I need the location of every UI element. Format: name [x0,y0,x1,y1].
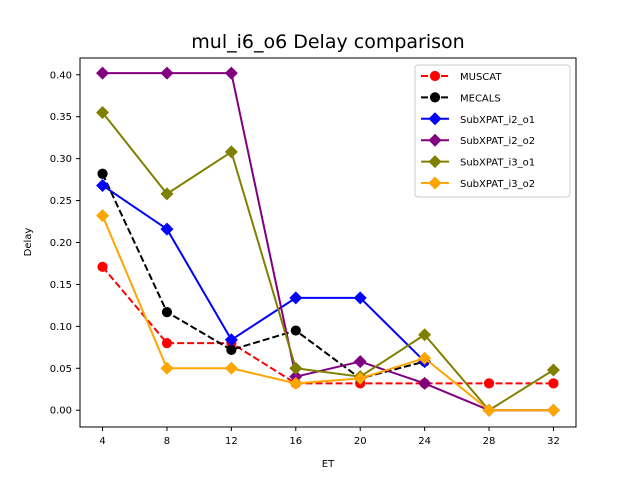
legend-label: SubXPAT_i3_o2 [460,179,535,190]
data-point [546,363,560,377]
series-line [102,72,554,412]
data-point [418,351,432,365]
data-point [160,222,174,236]
data-point [483,378,495,389]
data-point [353,291,367,305]
legend-marker [428,176,442,190]
data-point [97,261,108,272]
legend-item: SubXPAT_i2_o2 [421,133,535,147]
x-tick-label: 8 [164,436,170,447]
data-point [97,168,108,179]
y-tick-label: 0.40 [50,70,72,81]
x-tick-label: 12 [225,436,238,447]
y-tick-label: 0.00 [50,406,72,417]
data-point [290,325,301,336]
series-SubXPAT_i3_o2 [96,209,560,417]
legend-item: SubXPAT_i3_o2 [421,176,535,190]
data-point [353,371,367,385]
data-point [160,66,174,80]
legend-label: MECALS [460,93,501,104]
data-point [418,328,432,342]
legend-label: SubXPAT_i2_o1 [460,115,535,126]
chart-title: mul_i6_o6 Delay comparison [191,31,464,53]
data-point [418,376,432,390]
data-point [289,376,303,390]
legend-marker [429,70,441,82]
y-tick-label: 0.25 [50,196,72,207]
y-tick-label: 0.15 [50,280,72,291]
data-point [224,145,238,159]
x-tick-label: 28 [483,436,496,447]
legend-box [414,64,571,198]
data-point [482,403,496,417]
y-tick-label: 0.30 [50,154,72,165]
data-point [226,344,237,355]
y-tick-label: 0.05 [50,364,72,375]
legend-marker [428,155,442,169]
data-point [96,66,110,80]
data-point [289,361,303,375]
x-tick-label: 16 [289,436,302,447]
x-tick-label: 24 [418,436,431,447]
x-tick-label: 32 [547,436,560,447]
data-point [548,378,559,389]
data-point [161,338,173,349]
data-point [289,291,303,305]
plot-series [96,66,560,417]
data-point [224,361,238,375]
x-tick-label: 4 [99,436,105,447]
data-point [96,106,110,120]
y-tick-label: 0.20 [50,238,72,249]
legend-marker [428,112,442,126]
y-axis-label: Delay [23,228,34,257]
data-point [96,209,110,223]
y-tick-label: 0.35 [50,112,72,123]
legend-marker [429,92,441,103]
data-point [161,307,173,318]
series-line [101,215,554,412]
x-axis-label: ET [322,459,335,470]
legend-item: MUSCAT [421,70,502,83]
legend-item: SubXPAT_i3_o1 [421,155,535,169]
data-point [224,66,238,80]
y-axis: 0.00 0.05 0.10 0.15 0.20 0.25 0.30 0.35 0.40 [50,70,80,417]
series-line [101,266,554,385]
legend-item: MECALS [421,92,501,104]
series-line [101,184,426,363]
legend-label: SubXPAT_i2_o2 [460,136,535,147]
series-line [101,111,554,412]
legend-label: MUSCAT [460,72,502,83]
legend: MUSCAT MECALS SubXPAT_i2_o1 SubXPAT_i2_o2 Su… [414,64,571,198]
legend-item: SubXPAT_i2_o1 [421,112,535,126]
x-tick-label: 20 [354,436,367,447]
data-point [160,187,174,201]
legend-label: SubXPAT_i3_o1 [460,158,535,169]
y-tick-label: 0.10 [50,322,72,333]
legend-marker [428,133,442,147]
data-point [224,333,238,347]
x-axis: 4 8 12 16 20 24 28 32 [99,427,560,447]
data-point [96,178,110,192]
data-point [353,355,367,369]
data-point [160,361,174,375]
data-point [546,403,560,417]
